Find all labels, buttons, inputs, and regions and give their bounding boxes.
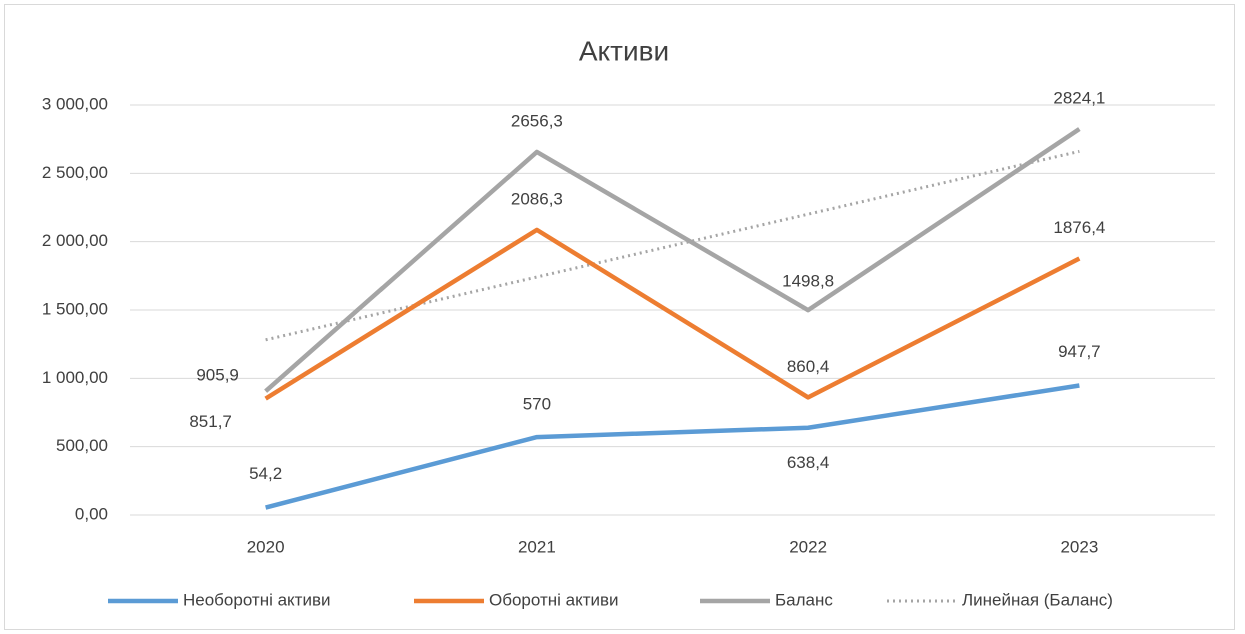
chart-border <box>4 4 1235 630</box>
series-line <box>264 227 1081 401</box>
data-label: 1498,8 <box>782 272 834 291</box>
legend-label: Необоротні активи <box>183 590 330 609</box>
data-label: 1876,4 <box>1053 218 1105 237</box>
y-tick-label: 0,00 <box>75 504 108 523</box>
data-label: 851,7 <box>189 412 232 431</box>
data-label: 2824,1 <box>1053 89 1105 108</box>
legend-label: Оборотні активи <box>489 590 619 609</box>
data-label: 2656,3 <box>511 111 563 130</box>
x-tick-label: 2021 <box>518 537 556 556</box>
data-label: 947,7 <box>1058 342 1101 361</box>
x-tick-label: 2020 <box>247 537 285 556</box>
legend-label: Линейная (Баланс) <box>962 590 1113 609</box>
data-label: 638,4 <box>787 453 830 472</box>
data-label: 2086,3 <box>511 189 563 208</box>
data-label: 905,9 <box>196 366 239 385</box>
x-tick-label: 2023 <box>1060 537 1098 556</box>
series-line <box>264 127 1081 393</box>
data-label: 860,4 <box>787 357 830 376</box>
data-label: 570 <box>523 395 551 414</box>
y-tick-label: 3 000,00 <box>42 94 108 113</box>
series-line <box>265 383 1080 510</box>
data-label: 54,2 <box>249 464 282 483</box>
legend-label: Баланс <box>775 590 833 609</box>
trend-line <box>265 149 1080 342</box>
x-tick-label: 2022 <box>789 537 827 556</box>
y-tick-label: 1 000,00 <box>42 368 108 387</box>
y-tick-label: 2 000,00 <box>42 231 108 250</box>
y-tick-label: 1 500,00 <box>42 299 108 318</box>
y-tick-label: 500,00 <box>56 436 108 455</box>
y-tick-label: 2 500,00 <box>42 163 108 182</box>
chart-title: Активи <box>579 35 669 66</box>
